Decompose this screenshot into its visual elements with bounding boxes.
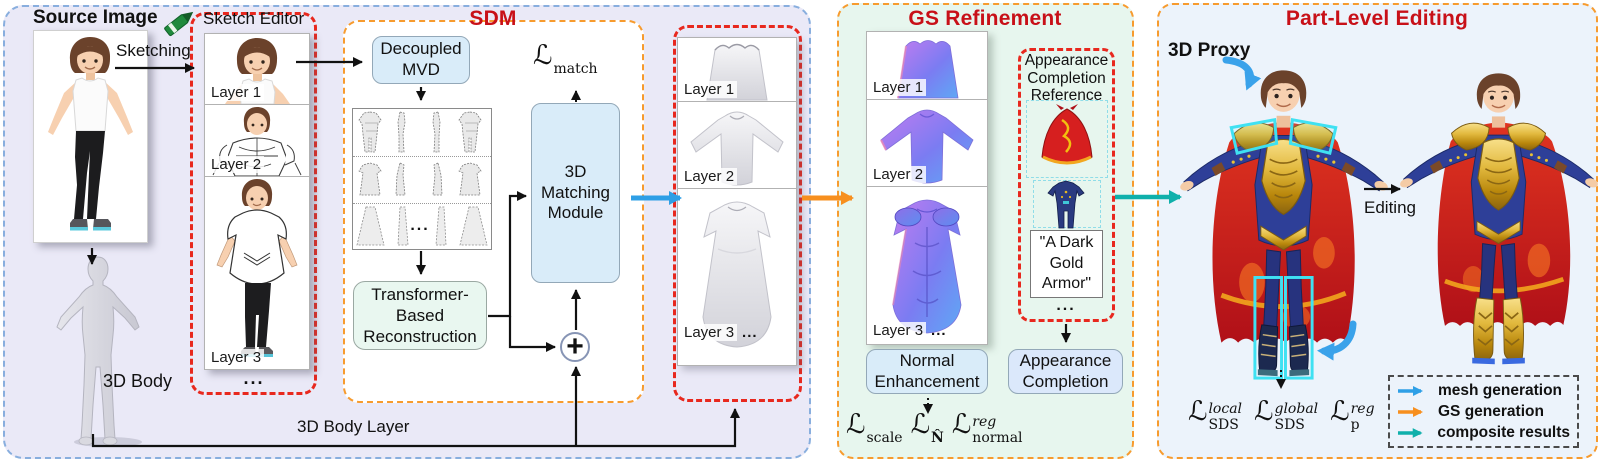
part-losses: ℒ local SDS ℒ global SDS ℒ reg p: [1188, 396, 1375, 433]
appearance-reference-box: [1018, 48, 1115, 322]
pencil-icon: [164, 11, 194, 37]
proxy-boxes: [1229, 117, 1338, 380]
normal-layer-stack: Layer 1 Layer 2 Lay: [866, 31, 988, 345]
legend: mesh generation GS generation composite …: [1388, 375, 1579, 448]
source-image: [33, 30, 148, 243]
output-layer-3: Layer 3 ...: [677, 188, 797, 366]
legend-composite-results: composite results: [1397, 424, 1570, 442]
layer-label: Layer 2: [208, 156, 265, 173]
sketch-layer-1: Layer 1: [204, 33, 310, 105]
sketch-editor-label: Sketch Editor: [203, 9, 305, 28]
normal-layer-2: Layer 2: [866, 99, 988, 187]
normal-ellipsis: ...: [931, 322, 947, 339]
matching-module-box: 3D Matching Module: [531, 103, 620, 283]
body-label: 3D Body: [103, 371, 173, 391]
appearance-reference-label: Appearance Completion Reference: [1024, 52, 1109, 104]
editing-label: Editing: [1364, 198, 1416, 217]
layer-label: Layer 1: [208, 84, 265, 101]
prompt-card: "A Dark Gold Armor": [1030, 230, 1103, 298]
output-layers-box: [673, 25, 802, 402]
sdm-title: SDM: [469, 7, 517, 30]
cape-reference-image: [1041, 104, 1093, 165]
source-image-label: Source Image: [33, 7, 158, 28]
gs-generation-arrow-icon: [1398, 406, 1423, 417]
output-layer-1: Layer 1: [677, 37, 797, 102]
sketch-layer-stack: Layer 1 Layer 2: [204, 33, 310, 370]
mesh-generation-arrow-icon: [1398, 385, 1423, 396]
reference-guide-box: [1033, 180, 1101, 228]
output-ellipsis: ...: [742, 324, 758, 341]
plus-junction: +: [560, 332, 590, 362]
gs-title: GS Refinement: [908, 7, 1062, 30]
appearance-completion-box: Appearance Completion: [1008, 349, 1123, 394]
sketch-ellipsis: ...: [243, 368, 265, 388]
mvd-grid: [352, 108, 492, 250]
body-layer-label: 3D Body Layer: [297, 417, 410, 436]
mvd-ellipsis: ...: [410, 217, 430, 234]
loss-match: ℒ match: [533, 40, 598, 77]
plus-icon: +: [566, 330, 584, 363]
normal-layer-3: Layer 3 ...: [866, 186, 988, 345]
sketch-layer-2: Layer 2: [204, 104, 310, 177]
decoupled-mvd-box: Decoupled MVD: [372, 36, 470, 84]
output-layer-2: Layer 2: [677, 101, 797, 189]
part-title: Part-Level Editing: [1285, 7, 1469, 30]
3d-body-figure: [56, 256, 142, 447]
sketch-layer-3: Layer 3: [204, 176, 310, 370]
legend-mesh-generation: mesh generation: [1397, 382, 1570, 400]
normal-layer-1: Layer 1: [866, 31, 988, 100]
composite-results-arrow-icon: [1397, 427, 1423, 438]
transformer-box: Transformer-Based Reconstruction: [353, 281, 487, 350]
sketching-label: Sketching: [116, 41, 191, 60]
legend-gs-generation: GS generation: [1397, 403, 1570, 421]
armor-reference-image: [1047, 180, 1085, 229]
proxy-label: 3D Proxy: [1168, 40, 1251, 61]
edited-avatar-after: [1400, 73, 1598, 365]
edited-avatar-before: [1180, 70, 1388, 380]
reference-guide-box: [1026, 100, 1108, 178]
layer-label: Layer 3: [208, 349, 265, 366]
output-layer-stack: Layer 1 Layer 2 Layer 3 ...: [677, 37, 797, 366]
sketch-editor-box: [190, 12, 317, 395]
reference-ellipsis: ...: [1056, 297, 1076, 314]
normal-enhancement-box: Normal Enhancement: [866, 349, 988, 394]
gs-losses: ℒ scale ℒ N̂ ℒ reg normal: [846, 409, 1023, 446]
